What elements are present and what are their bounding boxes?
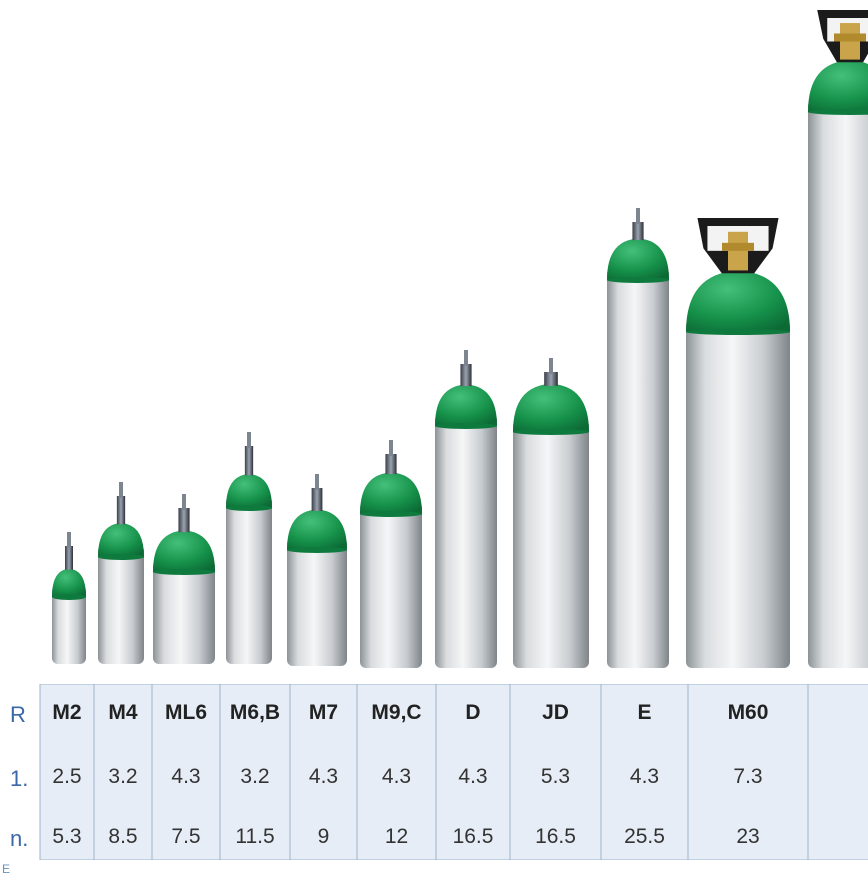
table-cell: 5.3 (52, 825, 82, 848)
column-header: M2 (52, 701, 82, 724)
table-cell: 16.5 (535, 825, 576, 848)
oxygen-cylinder (98, 482, 144, 664)
table-cell: 4.3 (458, 765, 488, 788)
oxygen-cylinder (513, 358, 589, 668)
table-cell: 5.3 (540, 765, 571, 788)
oxygen-cylinder (435, 350, 497, 668)
table-cell: 7.3 (733, 765, 763, 788)
table-cell: 11.5 (235, 825, 275, 848)
column-header: M7 (308, 701, 339, 724)
oxygen-cylinder (226, 432, 272, 664)
table-background (40, 684, 868, 860)
column-header: M9,C (371, 701, 422, 724)
column-header: ML6 (165, 701, 207, 724)
table-cell: 16.5 (452, 825, 494, 848)
footer-stub: E (2, 862, 11, 876)
table-cell: 4.3 (308, 765, 339, 788)
table-cell: 7.5 (171, 825, 201, 848)
table-cell: 3.2 (240, 765, 270, 788)
table-cell: 25.5 (624, 825, 665, 848)
column-header: E (637, 701, 652, 724)
table-cell: 3.2 (108, 765, 138, 788)
cylinder-spec-table: R 1. n. M2 M4 ML6 M6,B M7 M9,C D JD E M60 2.5 3.2 4.3 3… (0, 684, 868, 860)
table-cell: 8.5 (108, 825, 138, 848)
oxygen-cylinder (287, 474, 347, 666)
column-header: M6,B (229, 701, 281, 724)
oxygen-cylinder (153, 494, 215, 664)
table-cell: 23 (736, 825, 760, 848)
table-cell: 4.3 (171, 765, 201, 788)
table-cell: 9 (317, 825, 330, 848)
table-cell: 4.3 (629, 765, 660, 788)
column-header: JD (542, 701, 569, 724)
oxygen-cylinder (52, 532, 86, 664)
table-grid (39, 684, 868, 860)
table-cell: 12 (384, 825, 409, 848)
column-header: M60 (727, 701, 769, 724)
row-label: 1. (10, 766, 29, 791)
row-label: R (10, 702, 26, 727)
oxygen-cylinder (360, 440, 422, 668)
table-cell: 4.3 (381, 765, 412, 788)
oxygen-cylinder (607, 208, 669, 668)
table-cell: 2.5 (52, 765, 82, 788)
oxygen-cylinder (686, 218, 790, 668)
column-header: M4 (108, 701, 138, 724)
oxygen-cylinder (808, 10, 868, 668)
row-label: n. (10, 826, 29, 851)
column-header: D (465, 701, 481, 724)
